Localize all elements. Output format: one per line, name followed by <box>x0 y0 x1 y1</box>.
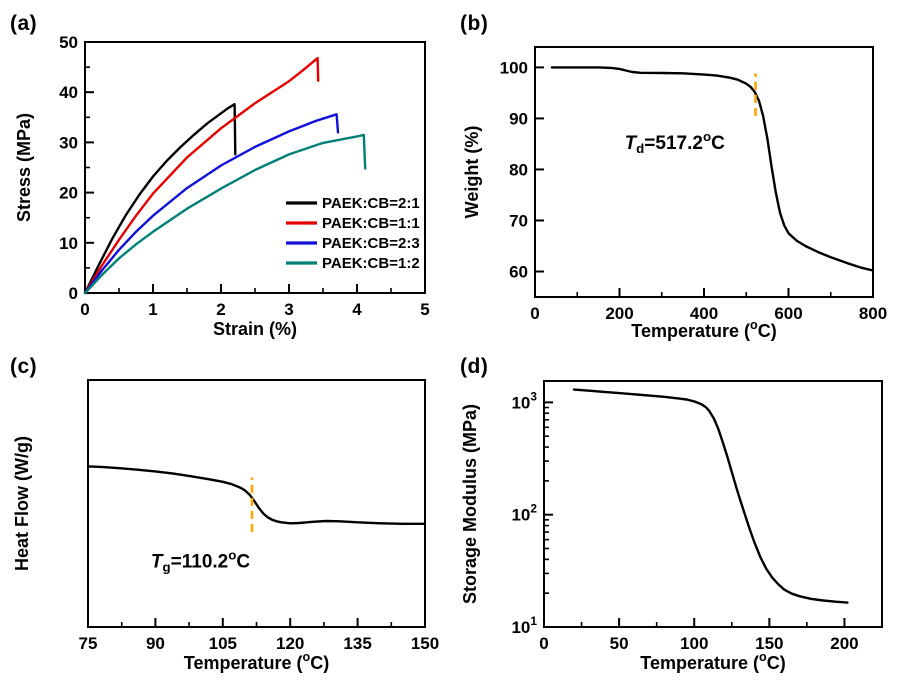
panel-c-dsc: 75 90 105 120 135 150 Tg=110.2oC Temperature (o… <box>0 343 449 685</box>
svg-text:75: 75 <box>79 634 98 653</box>
panel-label-a: (a) <box>10 12 38 35</box>
svg-text:20: 20 <box>59 184 78 203</box>
dsc-chart: 75 90 105 120 135 150 Tg=110.2oC Temperature (o… <box>12 379 439 673</box>
svg-text:100: 100 <box>500 58 528 77</box>
svg-text:80: 80 <box>509 160 528 179</box>
svg-text:10: 10 <box>59 234 78 253</box>
svg-text:40: 40 <box>59 83 78 102</box>
svg-text:PAEK:CB=2:1: PAEK:CB=2:1 <box>322 195 420 212</box>
svg-text:1: 1 <box>148 300 157 319</box>
svg-text:Td=517.2oC: Td=517.2oC <box>625 129 726 156</box>
svg-text:PAEK:CB=1:2: PAEK:CB=1:2 <box>322 255 420 272</box>
svg-text:Storage Modulus (MPa): Storage Modulus (MPa) <box>460 404 480 604</box>
svg-text:70: 70 <box>509 211 528 230</box>
svg-text:50: 50 <box>610 634 629 653</box>
svg-text:90: 90 <box>509 109 528 128</box>
svg-text:600: 600 <box>774 304 802 323</box>
svg-text:Stress (MPa): Stress (MPa) <box>14 113 34 222</box>
svg-text:90: 90 <box>146 634 165 653</box>
tga-chart: 0 200 400 600 800 60 70 80 90 100 Td=517.2oC Temper… <box>462 46 887 341</box>
svg-text:Temperature (oC): Temperature (oC) <box>640 650 785 673</box>
panel-label-b: (b) <box>460 12 489 35</box>
svg-text:200: 200 <box>605 304 633 323</box>
svg-text:PAEK:CB=1:1: PAEK:CB=1:1 <box>322 215 420 232</box>
stress-strain-chart: 0 1 2 3 4 501020304050PAEK:CB=2:1PAEK:CB=1:1P… <box>14 33 430 339</box>
svg-text:PAEK:CB=2:3: PAEK:CB=2:3 <box>322 235 420 252</box>
svg-text:30: 30 <box>59 133 78 152</box>
svg-text:102: 102 <box>511 502 537 525</box>
svg-text:50: 50 <box>59 33 78 52</box>
svg-text:Temperature (oC): Temperature (oC) <box>184 650 329 673</box>
svg-text:105: 105 <box>209 634 237 653</box>
svg-text:0: 0 <box>80 300 89 319</box>
svg-text:4: 4 <box>352 300 362 319</box>
svg-text:3: 3 <box>284 300 293 319</box>
svg-text:150: 150 <box>411 634 439 653</box>
panel-label-c: (c) <box>10 355 38 378</box>
svg-text:100: 100 <box>680 634 708 653</box>
svg-text:Strain (%): Strain (%) <box>213 319 297 339</box>
panel-label-d: (d) <box>460 355 489 378</box>
svg-text:0: 0 <box>69 284 78 303</box>
svg-text:120: 120 <box>276 634 304 653</box>
svg-text:0: 0 <box>530 304 539 323</box>
svg-text:0: 0 <box>539 634 548 653</box>
panel-a-stress-strain: 0 1 2 3 4 5 0 10 20 30 40 50 PAEK:CB=2:1 PAEK:CB=1:1 P… <box>0 0 449 342</box>
svg-text:Heat Flow (W/g): Heat Flow (W/g) <box>12 436 32 571</box>
svg-text:101: 101 <box>511 614 537 637</box>
svg-text:103: 103 <box>511 389 537 412</box>
panel-b-tga: 0 200 400 600 800 60 70 80 90 100 Td=517.2oC Temper… <box>450 0 899 342</box>
svg-text:Weight (%): Weight (%) <box>462 126 482 219</box>
svg-text:Temperature (oC): Temperature (oC) <box>631 318 776 341</box>
dma-chart: 0 50 100 150 200 101 102 103 Temperature (oC) Sto… <box>460 380 883 673</box>
svg-text:2: 2 <box>216 300 225 319</box>
svg-text:Tg=110.2oC: Tg=110.2oC <box>151 548 250 575</box>
svg-text:200: 200 <box>830 634 858 653</box>
svg-text:5: 5 <box>420 300 429 319</box>
panel-d-dma: 0 50 100 150 200 101 102 103 Temperature (oC) Sto… <box>450 343 899 685</box>
svg-text:60: 60 <box>509 262 528 281</box>
svg-text:135: 135 <box>343 634 371 653</box>
svg-text:800: 800 <box>859 304 887 323</box>
svg-text:400: 400 <box>690 304 718 323</box>
svg-text:150: 150 <box>755 634 783 653</box>
